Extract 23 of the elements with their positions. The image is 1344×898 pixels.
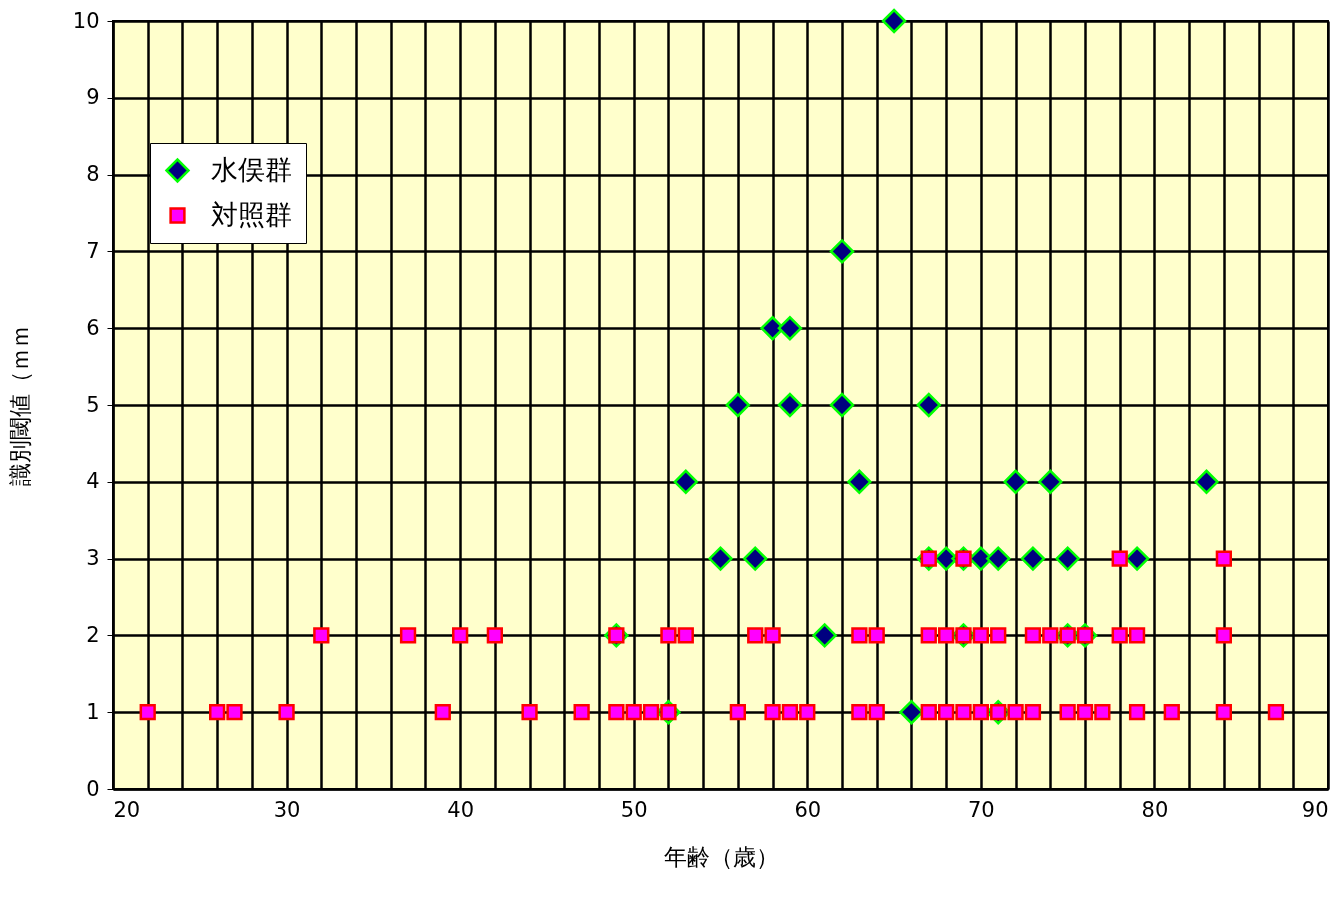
y-tick-label: 0 bbox=[86, 776, 100, 801]
y-tick-label: 6 bbox=[86, 315, 100, 340]
y-tick-label: 3 bbox=[86, 546, 100, 571]
x-tick-label: 50 bbox=[620, 797, 648, 822]
legend-label: 対照群 bbox=[211, 198, 292, 230]
legend-label: 水俣群 bbox=[211, 153, 292, 185]
y-tick-label: 2 bbox=[86, 622, 100, 647]
y-tick-label: 9 bbox=[86, 85, 100, 110]
x-tick-label: 90 bbox=[1301, 797, 1329, 822]
y-tick-label: 5 bbox=[86, 392, 100, 417]
y-tick-label: 4 bbox=[86, 469, 100, 494]
x-tick-label: 80 bbox=[1141, 797, 1169, 822]
y-tick-label: 10 bbox=[72, 8, 100, 33]
x-tick-label: 70 bbox=[967, 797, 995, 822]
x-tick-label: 40 bbox=[447, 797, 475, 822]
y-tick-label: 7 bbox=[86, 238, 100, 263]
y-tick-label: 8 bbox=[86, 162, 100, 187]
x-tick-label: 20 bbox=[113, 797, 141, 822]
y-axis-title: 識別閾値（ｍｍ bbox=[6, 325, 33, 486]
y-tick-label: 1 bbox=[86, 699, 100, 724]
x-axis-title: 年齢（歳） bbox=[663, 843, 779, 870]
x-tick-label: 60 bbox=[794, 797, 822, 822]
x-tick-label: 30 bbox=[273, 797, 301, 822]
